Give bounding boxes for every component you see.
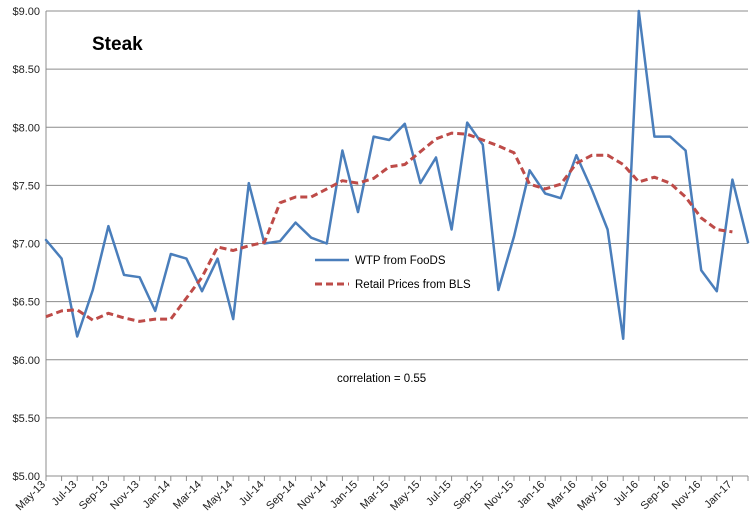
x-tick-label: May-15 [388, 479, 422, 513]
y-tick-label: $8.00 [12, 122, 40, 134]
series-line-wtp-foods [44, 9, 750, 341]
x-tick-label: May-14 [201, 479, 235, 513]
y-tick-label: $8.50 [12, 64, 40, 76]
x-tick-label: Jan-17 [702, 479, 734, 511]
x-tick-label: Jan-16 [515, 479, 547, 511]
x-tick-label: Nov-13 [108, 479, 142, 513]
legend: WTP from FooDS Retail Prices from BLS [315, 255, 471, 291]
x-tick-label: Jan-14 [141, 479, 173, 511]
y-tick-label: $9.00 [12, 6, 40, 18]
gridlines [46, 10, 748, 419]
x-tick-label: Sep-16 [639, 479, 673, 513]
y-tick-label: $7.50 [12, 180, 40, 192]
y-tick-label: $5.00 [12, 471, 40, 483]
x-tick-label: May-13 [14, 479, 48, 513]
x-tick-label: Jul-13 [50, 479, 80, 509]
legend-label-wtp: WTP from FooDS [355, 255, 446, 267]
x-tick-label: Sep-13 [77, 479, 111, 513]
x-tick-label: Nov-15 [483, 479, 517, 513]
x-tick-label: Jan-15 [328, 479, 360, 511]
series-line-retail-bls [45, 131, 733, 323]
x-tick-label: May-16 [575, 479, 609, 513]
chart-title: Steak [92, 34, 143, 55]
legend-label-bls: Retail Prices from BLS [355, 279, 471, 291]
x-tick-label: Jul-16 [611, 479, 641, 509]
x-tick-label: Sep-14 [264, 479, 298, 513]
x-tick-label: Mar-14 [171, 479, 204, 512]
x-tick-label: Jul-14 [237, 479, 267, 509]
x-tick-label: Nov-16 [670, 479, 704, 513]
y-tick-label: $6.50 [12, 297, 40, 309]
x-tick-label: Mar-15 [358, 479, 391, 512]
x-tick-label: Jul-15 [424, 479, 454, 509]
y-tick-label: $5.50 [12, 413, 40, 425]
data-series [44, 9, 750, 341]
y-tick-label: $7.00 [12, 239, 40, 251]
x-tick-label: Mar-16 [545, 479, 578, 512]
x-tick-label: Sep-15 [451, 479, 485, 513]
x-tick-label: Nov-14 [295, 479, 329, 513]
y-tick-label: $6.00 [12, 355, 40, 367]
correlation-annotation: correlation = 0.55 [337, 373, 426, 385]
